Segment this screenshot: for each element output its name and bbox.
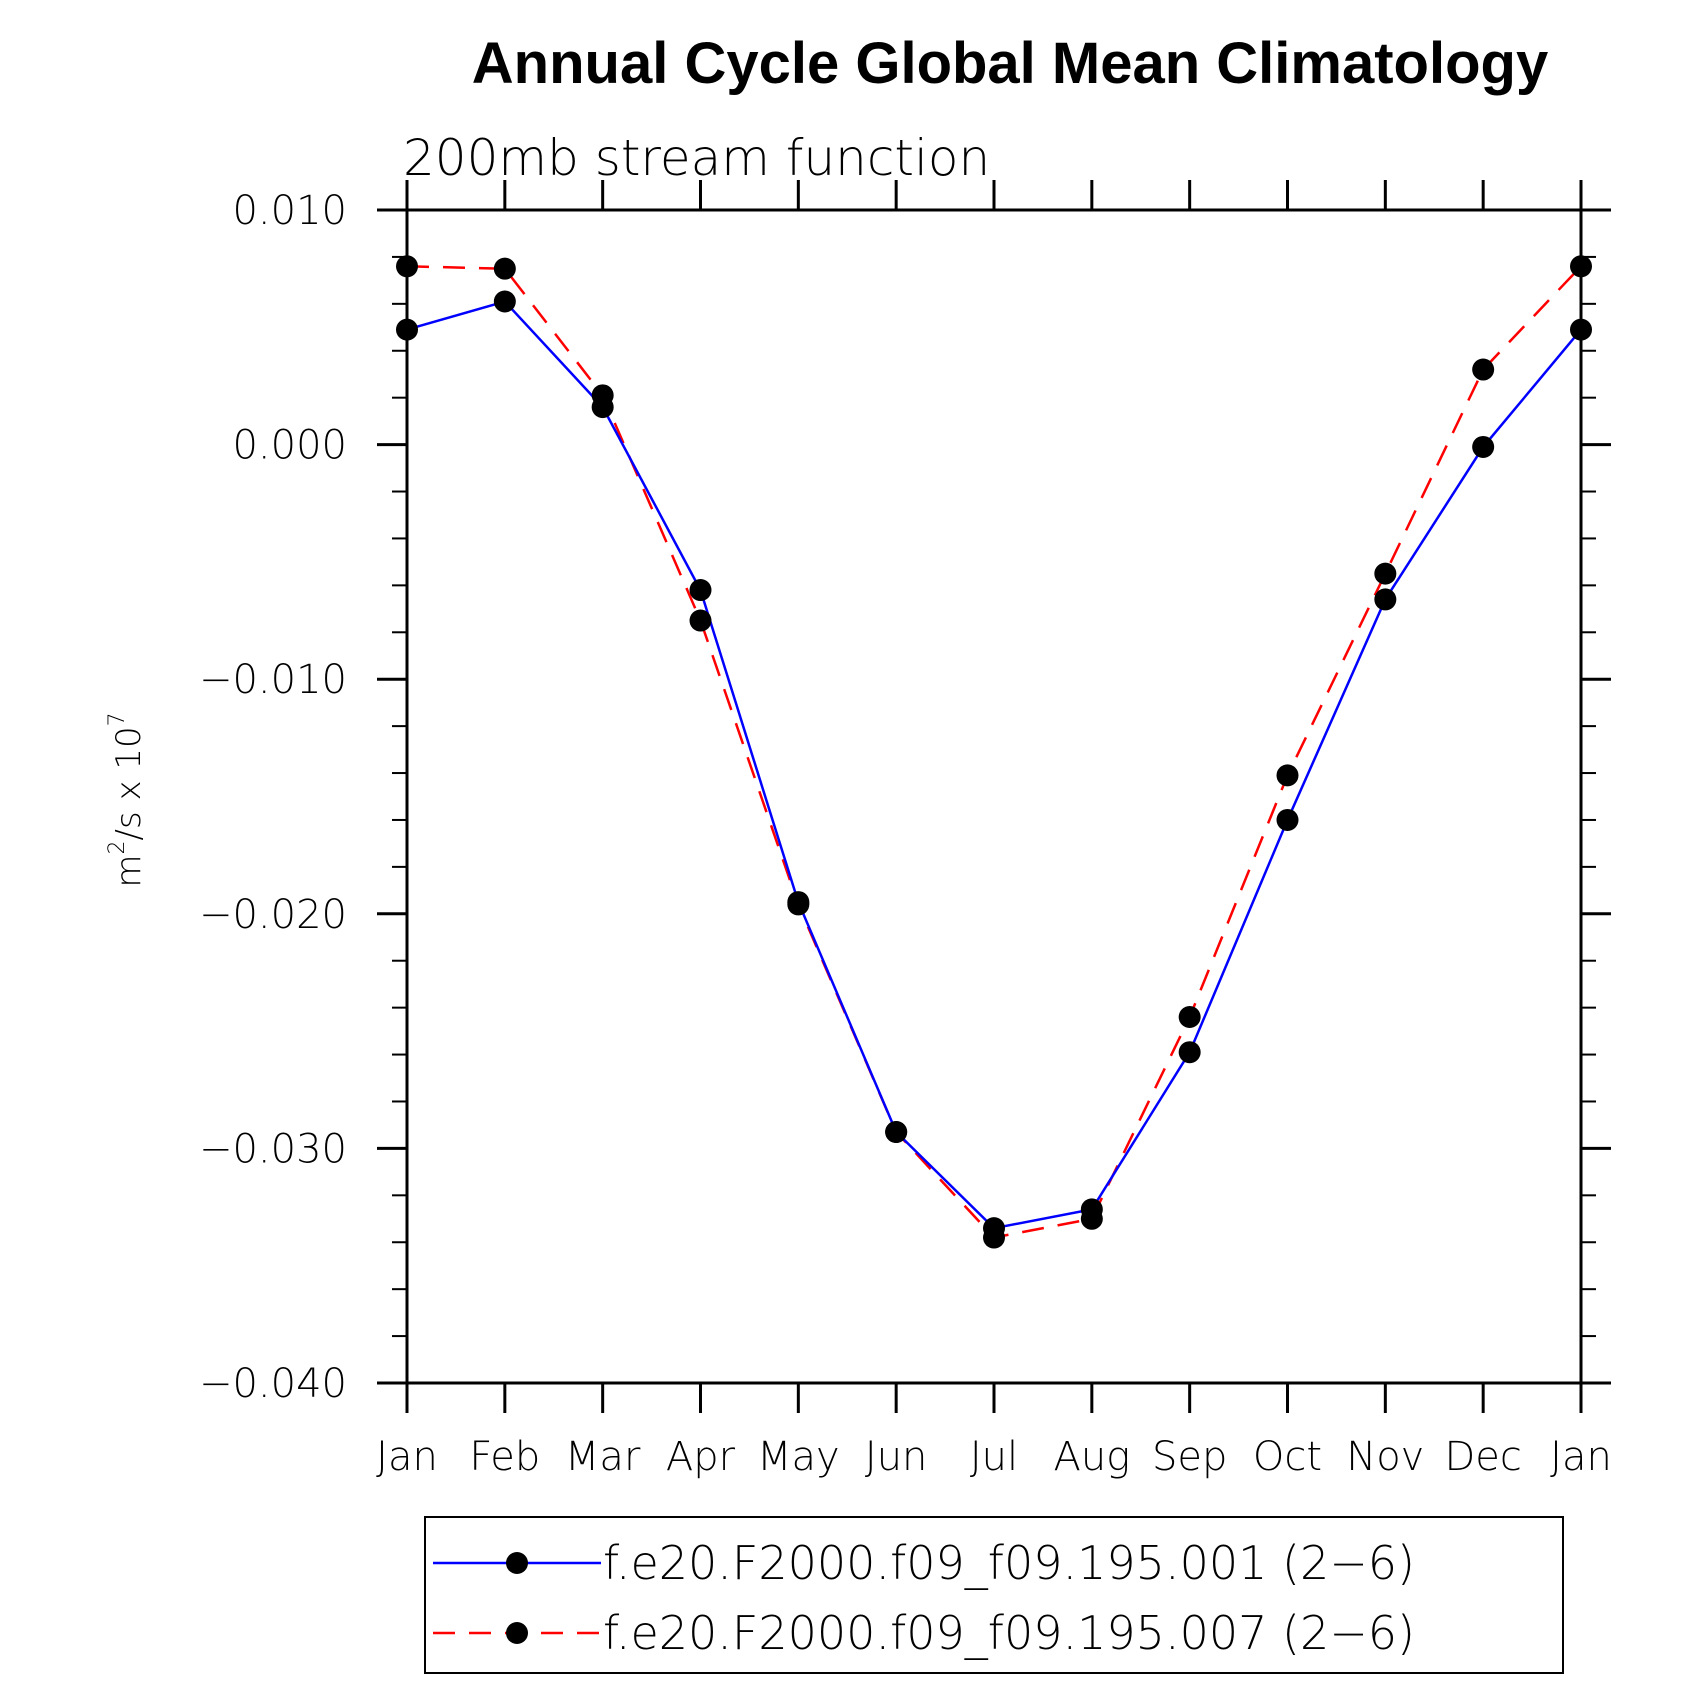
series-line-2: [406, 265, 1582, 1239]
chart-title: Annual Cycle Global Mean Climatology: [472, 31, 1548, 96]
data-point-series-1: [1374, 588, 1397, 611]
data-point-series-2: [787, 893, 810, 916]
data-point-series-2: [1178, 1006, 1201, 1029]
data-point-series-1: [1276, 808, 1299, 831]
data-point-series-2: [493, 257, 516, 280]
data-point-series-2: [1570, 255, 1592, 278]
legend-label-series-1: f.e20.F2000.f09_f09.195.001 (2−6): [603, 1536, 1415, 1590]
x-tick-label: Sep: [1152, 1434, 1227, 1480]
legend-box: [424, 1516, 1564, 1674]
x-tick-label: Mar: [565, 1434, 641, 1480]
x-tick-label: Nov: [1346, 1434, 1424, 1480]
y-tick-label: 0.000: [232, 423, 347, 469]
x-tick-label: Apr: [666, 1434, 736, 1480]
x-tick-label: Jan: [1550, 1434, 1612, 1480]
data-point-series-1: [493, 290, 516, 313]
data-point-series-2: [885, 1120, 908, 1143]
data-point-series-1: [1472, 435, 1495, 458]
legend-marker-series-2: [506, 1622, 528, 1644]
x-tick-label: Feb: [469, 1434, 540, 1480]
axes-ticks: 0.010 0.000 −0.010 −0.020 −0.030 −0.040 Jan Feb…: [199, 180, 1612, 1480]
chart-subtitle: 200mb stream function: [403, 129, 990, 187]
data-point-series-2: [983, 1226, 1005, 1249]
data-point-series-1: [396, 318, 418, 341]
legend-marker-series-1: [506, 1552, 528, 1574]
data-point-series-2: [689, 609, 712, 632]
x-tick-label: Jun: [865, 1434, 928, 1480]
series-group: [396, 255, 1592, 1249]
x-tick-label: Jul: [970, 1434, 1018, 1480]
legend: f.e20.F2000.f09_f09.195.001 (2−6) f.e20.…: [424, 1516, 1564, 1674]
x-tick-label: May: [757, 1434, 840, 1480]
data-point-series-1: [689, 579, 712, 602]
data-point-series-1: [1178, 1041, 1201, 1064]
legend-label-series-2: f.e20.F2000.f09_f09.195.007 (2−6): [603, 1606, 1415, 1660]
x-tick-label: Oct: [1253, 1434, 1322, 1480]
x-tick-label: Jan: [376, 1434, 438, 1480]
data-point-series-2: [1276, 764, 1299, 787]
data-point-series-2: [591, 384, 614, 407]
data-point-series-2: [1472, 358, 1495, 381]
y-tick-label: 0.010: [232, 188, 347, 234]
y-axis-label: m2/s x 107: [105, 712, 149, 887]
y-tick-label: −0.030: [199, 1126, 347, 1172]
data-point-series-2: [1374, 562, 1397, 585]
y-tick-label: −0.020: [199, 892, 347, 938]
data-point-series-1: [1570, 318, 1592, 341]
x-tick-label: Dec: [1444, 1434, 1521, 1480]
y-tick-label: −0.040: [199, 1361, 347, 1407]
y-tick-label: −0.010: [199, 657, 347, 703]
data-point-series-2: [1080, 1207, 1103, 1230]
data-point-series-2: [396, 255, 418, 278]
series-line-1: [406, 300, 1582, 1230]
x-tick-label: Aug: [1053, 1434, 1130, 1480]
